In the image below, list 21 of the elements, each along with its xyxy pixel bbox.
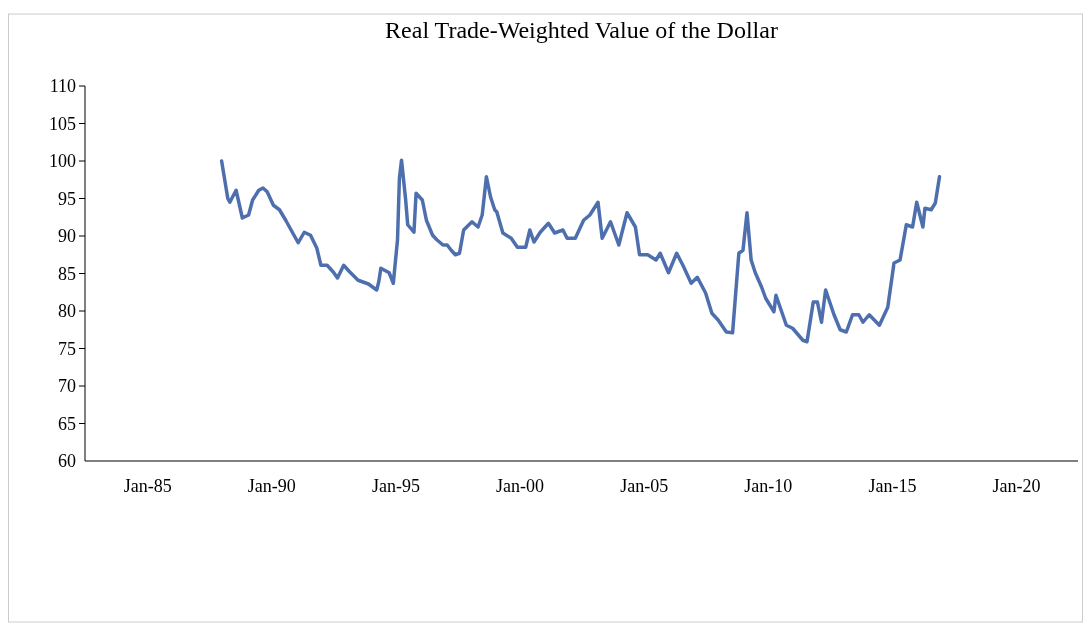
chart-title: Real Trade-Weighted Value of the Dollar xyxy=(385,17,778,43)
y-tick-label: 75 xyxy=(58,338,76,359)
x-tick-label: Jan-00 xyxy=(496,475,545,496)
x-tick-label: Jan-90 xyxy=(247,475,296,496)
y-tick-label: 100 xyxy=(49,151,76,172)
x-tick-label: Jan-95 xyxy=(371,475,420,496)
x-tick-label: Jan-15 xyxy=(868,475,917,496)
y-tick-label: 60 xyxy=(58,451,76,472)
x-tick-label: Jan-20 xyxy=(992,475,1041,496)
y-tick-label: 90 xyxy=(58,226,76,247)
y-tick-label: 65 xyxy=(58,413,76,434)
y-tick-label: 80 xyxy=(58,301,76,322)
x-tick-label: Jan-05 xyxy=(620,475,669,496)
y-tick-label: 95 xyxy=(58,188,76,209)
y-tick-label: 105 xyxy=(49,113,76,134)
x-tick-label: Jan-10 xyxy=(744,475,793,496)
y-tick-label: 70 xyxy=(58,376,76,397)
y-tick-label: 85 xyxy=(58,263,76,284)
line-series xyxy=(219,158,942,344)
y-tick-label: 110 xyxy=(49,76,76,97)
x-tick-label: Jan-85 xyxy=(123,475,172,496)
